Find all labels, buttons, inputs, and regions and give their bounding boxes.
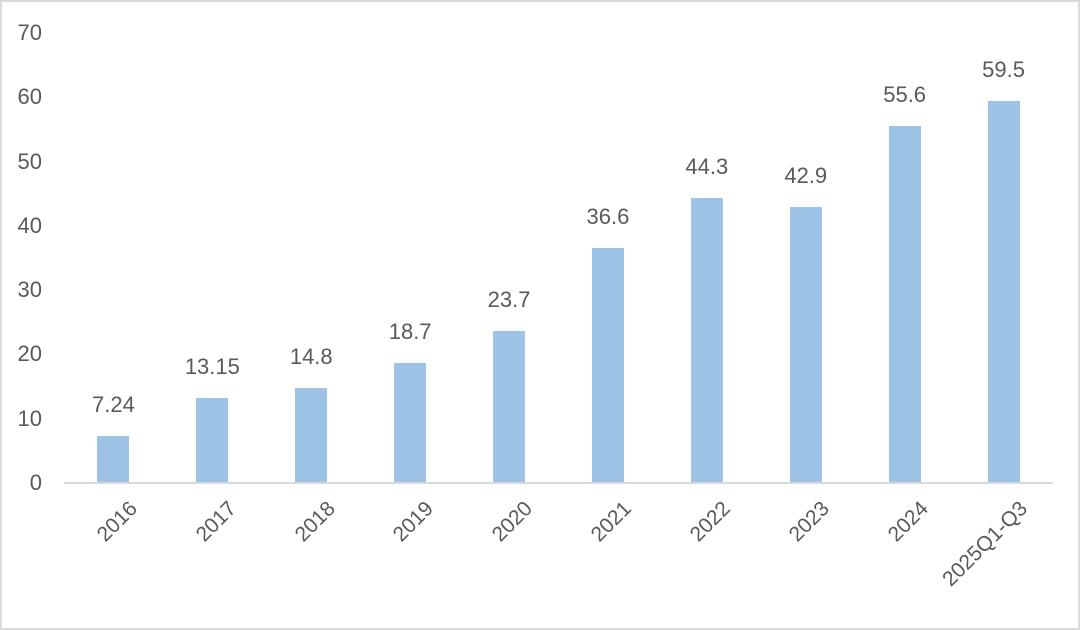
y-axis-tick-label: 30	[17, 277, 42, 303]
value-label-2017: 13.15	[184, 354, 240, 380]
x-axis-tick-label-2024: 2024	[883, 497, 933, 547]
bar-2016	[97, 436, 130, 483]
bar-2024	[888, 125, 921, 483]
bar-2017	[196, 398, 229, 483]
value-label-2023: 42.9	[784, 163, 828, 189]
x-axis-tick-label-2022: 2022	[685, 497, 736, 547]
y-axis-tick-label: 40	[17, 212, 42, 238]
bar-2020	[493, 330, 526, 483]
bar-2021	[591, 247, 624, 483]
value-label-2021: 36.6	[586, 203, 630, 229]
bar-2023	[789, 207, 822, 483]
x-axis-tick-label-2020: 2020	[488, 497, 538, 547]
bar-2018	[295, 387, 328, 483]
y-axis-tick-label: 10	[17, 405, 42, 431]
value-label-2019: 18.7	[388, 318, 432, 344]
y-axis-tick-label: 0	[29, 470, 42, 495]
value-label-2025Q1-Q3: 59.5	[982, 56, 1025, 82]
x-axis-tick-label-2021: 2021	[586, 497, 637, 547]
value-label-2018: 14.8	[289, 343, 333, 369]
x-axis-tick-label-2016: 2016	[92, 497, 142, 547]
value-label-2016: 7.24	[92, 392, 135, 418]
x-axis-tick-label-2025Q1-Q3: 2025Q1-Q3	[937, 497, 1032, 591]
bar-2025Q1-Q3	[987, 100, 1020, 483]
x-axis-line	[64, 482, 1053, 484]
y-axis-tick-label: 60	[17, 84, 42, 110]
bar-2019	[394, 362, 427, 483]
bar-2022	[690, 198, 723, 483]
value-label-2024: 55.6	[883, 81, 927, 107]
x-axis-tick-label-2019: 2019	[389, 497, 439, 547]
y-axis-tick-label: 50	[17, 148, 42, 174]
y-axis-tick-label: 70	[17, 20, 42, 45]
y-axis-tick-label: 20	[17, 341, 42, 367]
x-axis-tick-label-2023: 2023	[784, 497, 835, 547]
x-axis-tick-label-2018: 2018	[290, 497, 340, 547]
x-axis-tick-label-2017: 2017	[191, 497, 241, 547]
value-label-2020: 23.7	[487, 286, 531, 312]
value-label-2022: 44.3	[685, 154, 729, 180]
